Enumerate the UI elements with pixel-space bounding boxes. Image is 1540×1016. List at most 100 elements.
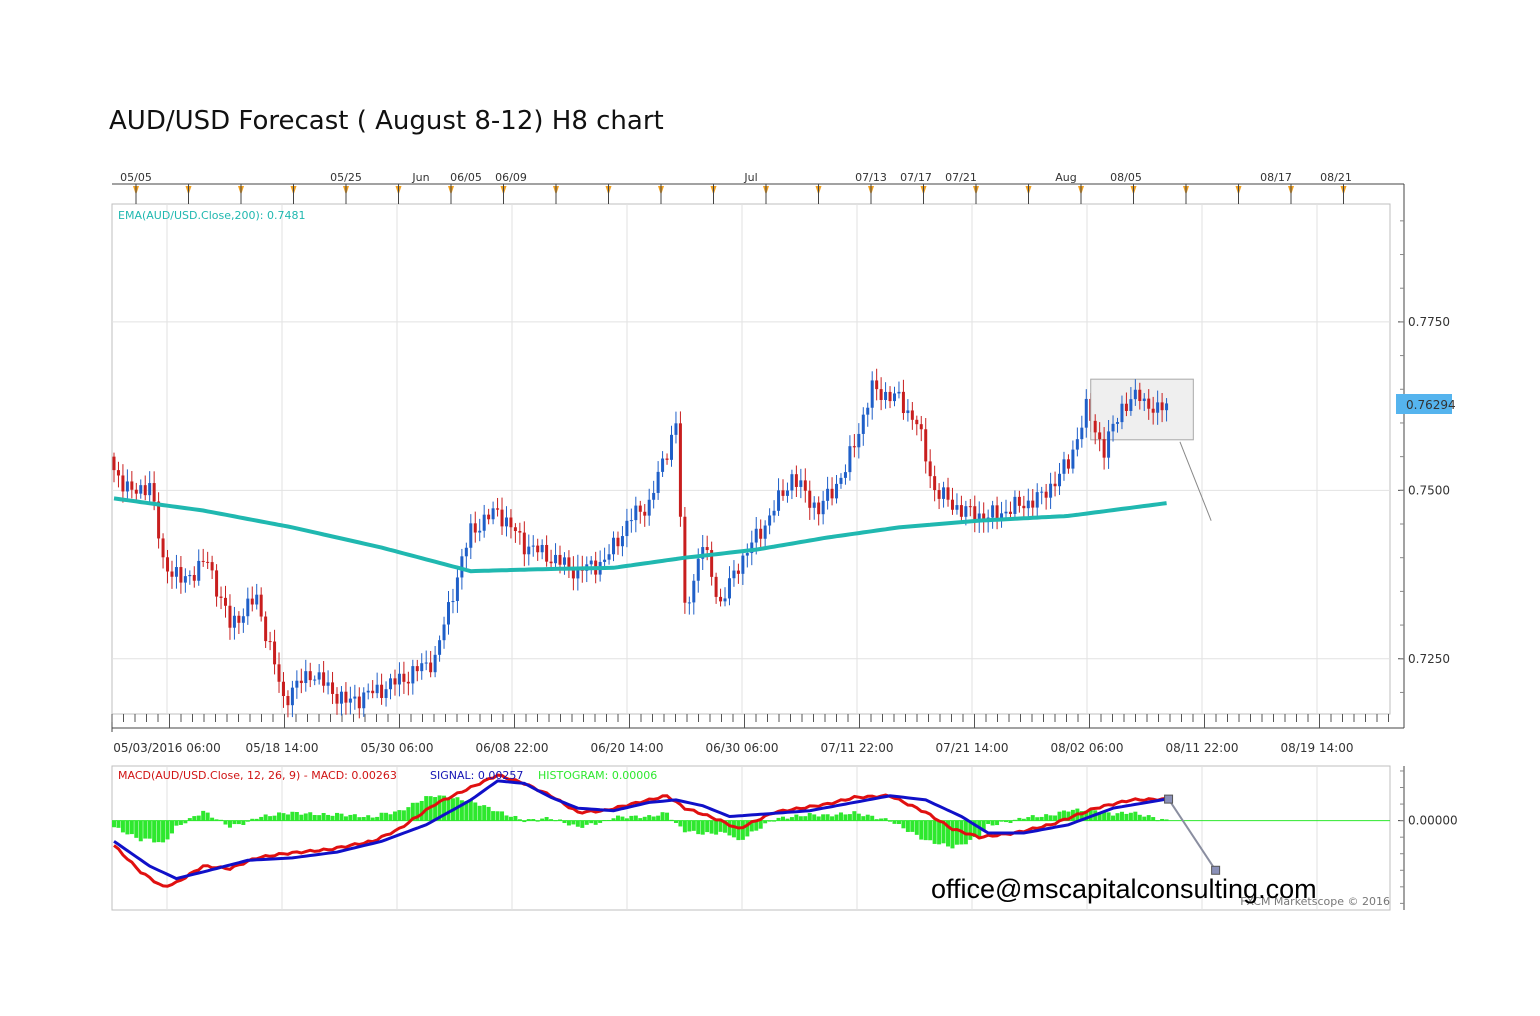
horizontal-gridlines xyxy=(112,321,1390,660)
histogram-bar xyxy=(143,820,148,839)
candle-body xyxy=(745,553,749,556)
histogram-bar xyxy=(888,820,893,822)
histogram-bar xyxy=(1053,815,1058,821)
candle-body xyxy=(884,391,888,400)
bottom-date-label: 07/11 22:00 xyxy=(821,741,894,755)
histogram-bar xyxy=(714,820,719,835)
histogram-bar xyxy=(602,820,607,822)
price-axis-ticks: 0.7750 0.7500 0.7250 xyxy=(1398,220,1450,693)
candle-body xyxy=(719,596,723,602)
histogram-bar xyxy=(241,820,246,825)
candle-body xyxy=(166,557,170,572)
candle-body xyxy=(139,485,143,494)
candle-body xyxy=(950,499,954,510)
histogram-bar xyxy=(482,805,487,821)
candle-body xyxy=(554,554,558,564)
candle-body xyxy=(112,456,116,471)
macd-forecast-end-marker xyxy=(1211,865,1221,875)
candle-body xyxy=(121,475,125,492)
histogram-bar xyxy=(134,820,139,838)
histogram-bar xyxy=(1012,819,1017,821)
candle-body xyxy=(1098,432,1102,440)
histogram-bar xyxy=(562,820,567,824)
macd-line xyxy=(113,773,1167,888)
candle-body xyxy=(888,391,892,402)
histogram-bar xyxy=(1119,811,1124,821)
histogram-bar xyxy=(491,811,496,821)
candle-body xyxy=(982,513,986,521)
histogram-bar xyxy=(294,811,299,821)
histogram-bar xyxy=(1048,815,1053,821)
candlestick-series xyxy=(112,368,1093,719)
candle-body xyxy=(799,480,803,487)
histogram-bar xyxy=(852,811,857,821)
histogram-bar xyxy=(678,820,683,827)
ema-indicator-label: EMA(AUD/USD.Close,200): 0.7481 xyxy=(118,209,305,222)
candle-body xyxy=(812,502,816,508)
candle-body xyxy=(1156,402,1160,413)
histogram-bar xyxy=(205,812,210,821)
candle-body xyxy=(1116,422,1119,424)
candle-body xyxy=(1080,427,1084,440)
histogram-bar xyxy=(169,820,174,834)
candle-body xyxy=(777,490,781,511)
candle-body xyxy=(1107,431,1111,458)
histogram-label: HISTOGRAM: 0.00006 xyxy=(538,769,657,782)
histogram-bar xyxy=(656,815,661,821)
histogram-bar xyxy=(669,819,674,821)
candle-body xyxy=(206,561,210,563)
histogram-bar xyxy=(633,815,638,821)
histogram-bar xyxy=(219,819,224,821)
price-tick-label: 0.7750 xyxy=(1408,315,1450,329)
top-date-label: 07/21 xyxy=(945,171,977,184)
candle-body xyxy=(415,666,419,672)
histogram-bar xyxy=(865,814,870,821)
candle-body xyxy=(393,678,397,685)
candle-body xyxy=(977,513,981,522)
histogram-bar xyxy=(566,820,571,826)
candle-body xyxy=(915,419,919,425)
histogram-bar xyxy=(348,814,353,821)
histogram-bar xyxy=(183,820,188,824)
candle-body xyxy=(375,684,379,694)
top-date-label: 07/13 xyxy=(855,171,887,184)
histogram-bar xyxy=(437,795,442,821)
bottom-date-label: 08/19 14:00 xyxy=(1281,741,1354,755)
histogram-bar xyxy=(1017,817,1022,821)
histogram-bar xyxy=(419,800,424,821)
candle-body xyxy=(612,537,616,555)
candle-body xyxy=(469,523,473,548)
histogram-bar xyxy=(236,820,241,825)
bottom-date-label: 06/30 06:00 xyxy=(706,741,779,755)
histogram-bar xyxy=(745,820,750,837)
candle-body xyxy=(607,554,611,560)
histogram-bar xyxy=(700,820,705,835)
histogram-bar xyxy=(1008,820,1013,824)
candle-body xyxy=(273,641,277,665)
candle-body xyxy=(1017,496,1021,506)
candle-body xyxy=(1040,491,1044,493)
histogram-bar xyxy=(986,820,991,825)
histogram-bar xyxy=(361,817,366,821)
recent-candles xyxy=(1093,379,1169,470)
histogram-bar xyxy=(607,819,612,821)
top-date-label: 07/17 xyxy=(900,171,932,184)
top-date-label: 08/05 xyxy=(1110,171,1142,184)
histogram-bar xyxy=(196,815,201,821)
candle-body xyxy=(991,505,995,518)
candle-body xyxy=(928,461,932,477)
candle-body xyxy=(937,490,941,499)
candle-body xyxy=(237,615,241,623)
candle-body xyxy=(549,561,553,564)
candle-body xyxy=(179,567,183,583)
candle-body xyxy=(500,509,504,527)
histogram-bar xyxy=(767,820,772,822)
histogram-bar xyxy=(116,820,121,828)
histogram-bar xyxy=(227,820,232,828)
candle-body xyxy=(424,662,428,664)
candle-body xyxy=(366,690,370,693)
histogram-bar xyxy=(223,820,228,825)
candle-body xyxy=(714,576,718,597)
vertical-gridlines xyxy=(166,204,1318,714)
histogram-bar xyxy=(486,806,491,821)
